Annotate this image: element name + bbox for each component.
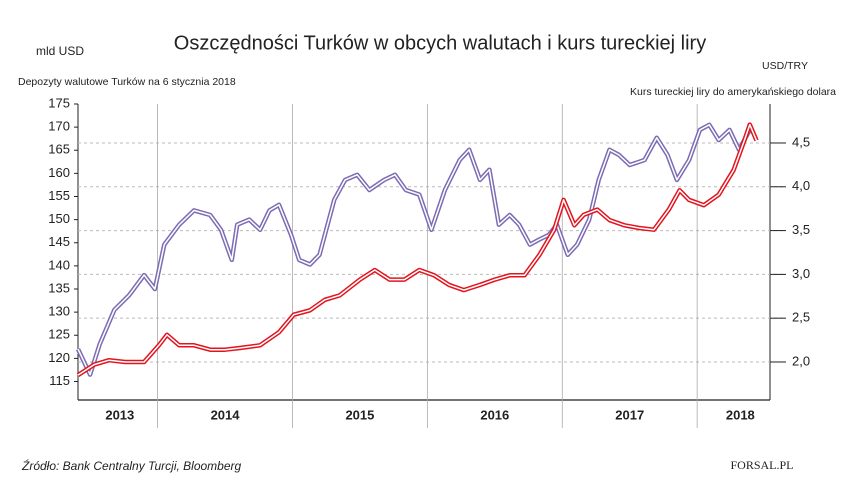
- legend-label: Depozyty walutowe Turków na 6 stycznia 2…: [18, 76, 236, 88]
- series-line: [75, 122, 752, 377]
- chart-title: Oszczędności Turków w obcych walutach i …: [174, 32, 706, 54]
- x-tick-label: 2014: [211, 407, 241, 422]
- y2-axis-label: USD/TRY: [762, 60, 808, 72]
- y-tick-label: 175: [48, 95, 70, 110]
- y-tick-label: 160: [48, 165, 70, 180]
- y2-tick-label: 2,5: [792, 310, 810, 325]
- legend-label: Kurs tureckiej liry do amerykańskiego do…: [630, 86, 836, 98]
- y-tick-label: 155: [48, 188, 70, 203]
- y-tick-label: 120: [48, 350, 70, 365]
- y-axis-label: mld USD: [36, 44, 84, 58]
- y-tick-label: 130: [48, 304, 70, 319]
- y-tick-label: 135: [48, 280, 70, 295]
- x-tick-label: 2018: [726, 407, 755, 422]
- y2-tick-label: 4,5: [792, 134, 810, 149]
- y2-tick-label: 3,5: [792, 222, 810, 237]
- y-tick-label: 115: [49, 373, 70, 388]
- x-tick-label: 2017: [615, 407, 644, 422]
- y-tick-label: 170: [48, 119, 70, 134]
- series-line: [76, 122, 759, 377]
- y-tick-label: 150: [48, 211, 70, 226]
- y2-tick-label: 3,0: [792, 266, 810, 281]
- y2-tick-label: 2,0: [792, 353, 810, 368]
- series-line-inner: [77, 124, 751, 376]
- x-tick-label: 2016: [480, 407, 509, 422]
- y-tick-label: 145: [48, 234, 70, 249]
- source: Źródło: Bank Centralny Turcji, Bloomberg: [21, 458, 242, 473]
- series-line-inner: [77, 123, 758, 376]
- logo: FORSAL.PL: [730, 458, 793, 472]
- x-tick-label: 2015: [345, 407, 374, 422]
- y-tick-label: 125: [48, 327, 70, 342]
- x-tick-label: 2013: [105, 407, 134, 422]
- y2-tick-label: 4,0: [792, 178, 810, 193]
- y-tick-label: 165: [48, 142, 70, 157]
- y-tick-label: 140: [48, 257, 70, 272]
